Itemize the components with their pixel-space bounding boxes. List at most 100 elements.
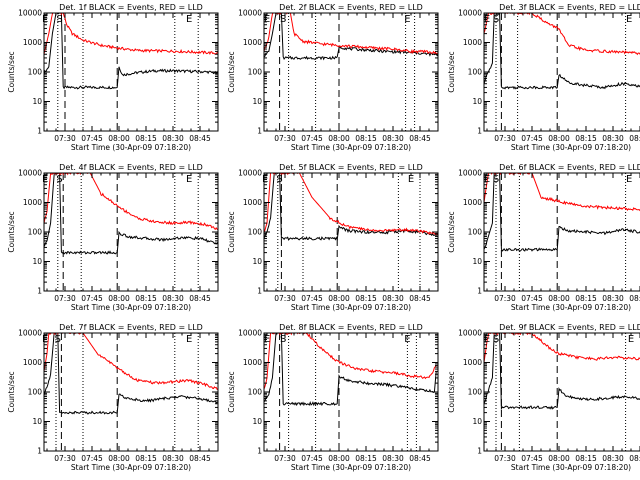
event-marker-label: S: [493, 14, 499, 25]
x-axis-label: Start Time (30-Apr-09 07:18:20): [71, 463, 191, 472]
x-tick-label: 08:45: [629, 454, 640, 463]
y-tick-label: 100: [468, 388, 483, 397]
y-tick-label: 10000: [18, 169, 42, 178]
event-marker-label: S: [493, 174, 499, 185]
chart-panel: 1 10 100 1000 10000 07:30 07:45 08:00 08:15 08:30…: [227, 323, 439, 472]
x-tick-label: 08:15: [575, 454, 597, 463]
plot-frame: [263, 332, 439, 452]
x-tick-label: 08:15: [355, 294, 377, 303]
y-tick-label: 10: [472, 257, 482, 266]
series-lld-line: [44, 333, 218, 391]
x-tick-label: 08:30: [162, 134, 184, 143]
x-tick-label: 07:45: [81, 294, 103, 303]
y-tick-label: 1: [37, 287, 42, 296]
x-tick-label: 08:00: [108, 454, 130, 463]
chart-panel: 1 10 100 1000 10000 07:30 07:45 08:00 08:15 08:30…: [447, 3, 640, 152]
chart-panel: 1 10 100 1000 10000 07:30 07:45 08:00 08:15 08:30…: [447, 163, 640, 312]
y-tick-label: 100: [248, 68, 263, 77]
chart-panel: 1 10 100 1000 10000 07:30 07:45 08:00 08:15 08:30…: [227, 3, 439, 152]
y-tick-label: 1: [257, 447, 262, 456]
plot-frame: [483, 172, 640, 292]
event-marker-label: E: [626, 174, 632, 185]
x-tick-label: 08:30: [162, 454, 184, 463]
series-events-line: [44, 173, 218, 255]
x-axis-label: Start Time (30-Apr-09 07:18:20): [511, 303, 631, 312]
y-tick-label: 10: [32, 257, 42, 266]
x-tick-label: 08:45: [189, 134, 211, 143]
x-tick-label: 07:45: [521, 454, 543, 463]
x-tick-label: 08:45: [409, 134, 431, 143]
plot-frame: [43, 332, 219, 452]
y-tick-label: 10000: [238, 169, 262, 178]
x-tick-label: 08:45: [189, 294, 211, 303]
x-tick-label: 08:00: [548, 134, 570, 143]
y-tick-label: 1: [37, 127, 42, 136]
y-tick-label: 1000: [463, 198, 482, 207]
y-tick-label: 100: [28, 228, 43, 237]
x-tick-label: 08:30: [602, 134, 624, 143]
event-marker-label: E: [484, 174, 490, 185]
x-tick-label: 08:45: [189, 454, 211, 463]
y-axis-label: Counts/sec: [7, 371, 16, 412]
x-tick-label: 07:30: [54, 294, 76, 303]
x-tick-label: 08:00: [108, 294, 130, 303]
event-marker-label: S: [55, 334, 61, 345]
event-marker-label: E: [408, 174, 414, 185]
event-marker-label: S: [56, 14, 62, 25]
y-tick-label: 1: [257, 287, 262, 296]
chart-title: Det. 3f BLACK = Events, RED = LLD: [499, 3, 640, 12]
x-tick-label: 07:45: [521, 294, 543, 303]
chart-title: Det. 7f BLACK = Events, RED = LLD: [59, 323, 203, 332]
x-tick-label: 08:45: [629, 134, 640, 143]
chart-title: Det. 1f BLACK = Events, RED = LLD: [59, 3, 203, 12]
y-tick-label: 10: [472, 417, 482, 426]
event-marker-label: E: [186, 14, 192, 25]
x-tick-label: 07:30: [54, 134, 76, 143]
x-tick-label: 07:30: [274, 294, 296, 303]
x-tick-label: 08:15: [135, 294, 157, 303]
y-tick-label: 10: [32, 97, 42, 106]
chart-title: Det. 5f BLACK = Events, RED = LLD: [279, 163, 423, 172]
y-tick-label: 10: [472, 97, 482, 106]
x-tick-label: 07:30: [54, 454, 76, 463]
y-tick-label: 1000: [463, 38, 482, 47]
y-tick-label: 10000: [18, 329, 42, 338]
series-events-line: [44, 13, 218, 90]
x-tick-label: 08:45: [409, 294, 431, 303]
x-axis-label: Start Time (30-Apr-09 07:18:20): [511, 463, 631, 472]
y-tick-label: 10000: [238, 9, 262, 18]
x-tick-label: 08:15: [355, 454, 377, 463]
chart-panel: 1 10 100 1000 10000 07:30 07:45 08:00 08:15 08:30…: [447, 323, 640, 472]
y-tick-label: 1: [257, 127, 262, 136]
event-marker-label: E: [186, 334, 192, 345]
event-marker-label: E: [42, 14, 48, 25]
event-marker-label: E: [484, 14, 490, 25]
y-tick-label: 10000: [458, 169, 482, 178]
y-tick-label: 10: [252, 257, 262, 266]
x-tick-label: 08:15: [135, 454, 157, 463]
y-tick-label: 1: [477, 447, 482, 456]
y-tick-label: 100: [28, 388, 43, 397]
chart-panel: 1 10 100 1000 10000 07:30 07:45 08:00 08:15 08:30…: [7, 163, 219, 312]
y-tick-label: 1: [37, 447, 42, 456]
x-tick-label: 08:15: [355, 134, 377, 143]
event-marker-label: E: [264, 334, 270, 345]
event-marker-label: E: [186, 174, 192, 185]
x-tick-label: 07:30: [494, 134, 516, 143]
plot-frame: [483, 12, 640, 132]
event-marker-label: S: [280, 334, 286, 345]
x-tick-label: 07:45: [521, 134, 543, 143]
x-tick-label: 07:45: [301, 454, 323, 463]
y-tick-label: 100: [248, 388, 263, 397]
y-axis-label: Counts/sec: [447, 371, 456, 412]
x-tick-label: 08:30: [382, 134, 404, 143]
x-tick-label: 07:45: [81, 134, 103, 143]
series-lld-line: [264, 13, 438, 55]
chart-title: Det. 8f BLACK = Events, RED = LLD: [279, 323, 423, 332]
y-tick-label: 100: [248, 228, 263, 237]
x-axis-label: Start Time (30-Apr-09 07:18:20): [511, 143, 631, 152]
event-marker-label: E: [42, 174, 48, 185]
x-tick-label: 08:00: [548, 294, 570, 303]
series-events-line: [44, 333, 218, 415]
event-marker-label: E: [42, 334, 48, 345]
